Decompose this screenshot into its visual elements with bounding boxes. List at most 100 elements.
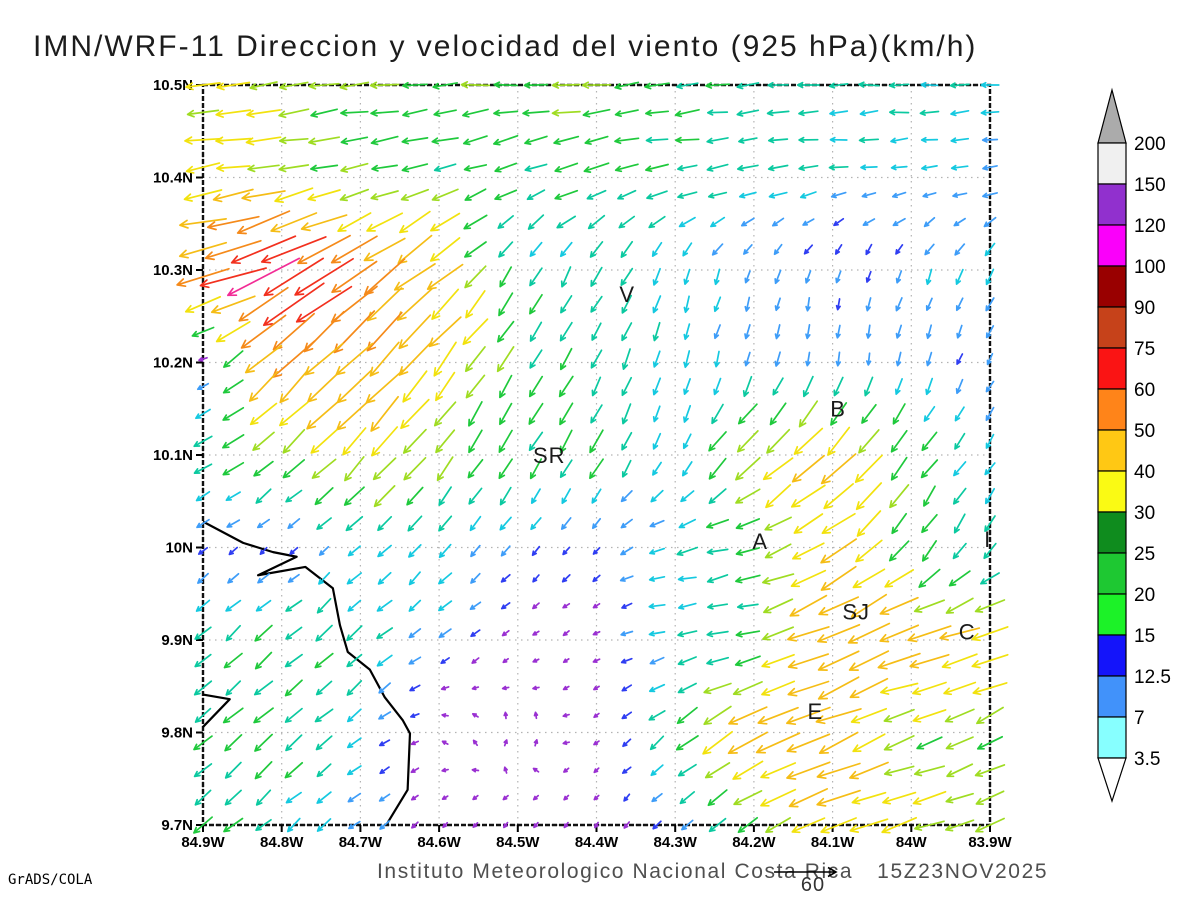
wind-arrow xyxy=(681,819,694,831)
wind-arrow xyxy=(888,82,910,89)
wind-arrow xyxy=(210,295,256,314)
colorbar-segment xyxy=(1097,511,1127,554)
wind-arrow xyxy=(340,136,369,145)
wind-arrow xyxy=(790,569,827,588)
wind-arrow xyxy=(345,515,364,532)
wind-arrow xyxy=(735,488,761,504)
wind-arrow xyxy=(373,485,396,508)
wind-arrow xyxy=(621,684,633,692)
wind-arrow xyxy=(707,603,729,610)
wind-arrow xyxy=(216,163,251,172)
wind-arrow xyxy=(652,820,662,830)
wind-arrow xyxy=(862,218,876,226)
wind-arrow xyxy=(215,109,252,118)
wind-arrow xyxy=(891,191,907,199)
wind-arrow xyxy=(835,324,841,339)
wind-arrow xyxy=(366,311,403,352)
wind-arrow xyxy=(468,401,483,427)
wind-arrow xyxy=(920,81,939,88)
wind-arrow xyxy=(255,789,272,806)
wind-arrow xyxy=(744,296,751,312)
wind-arrow xyxy=(889,484,910,509)
wind-arrow xyxy=(562,740,571,746)
wind-arrow xyxy=(793,427,824,455)
page-title: IMN/WRF-11 Direccion y velocidad del vie… xyxy=(33,30,978,63)
wind-arrow xyxy=(340,109,369,117)
wind-arrow xyxy=(788,788,829,808)
x-tick-label: 83.9W xyxy=(968,834,1012,851)
wind-arrow xyxy=(197,572,209,584)
wind-arrow xyxy=(279,81,309,91)
wind-arrow xyxy=(528,402,544,425)
wind-arrow xyxy=(435,429,456,454)
wind-arrow xyxy=(805,296,811,312)
wind-arrow xyxy=(683,378,691,395)
wind-arrow xyxy=(650,489,664,503)
wind-arrow xyxy=(760,788,797,807)
wind-arrow xyxy=(732,760,764,780)
wind-arrow xyxy=(438,600,453,612)
wind-arrow xyxy=(499,486,512,506)
wind-arrow xyxy=(652,405,661,423)
wind-arrow xyxy=(462,108,489,118)
wind-arrow xyxy=(270,212,318,233)
wind-arrow xyxy=(955,297,964,312)
wind-arrow xyxy=(377,544,392,558)
wind-arrow xyxy=(401,163,429,173)
wind-arrow xyxy=(734,655,761,667)
wind-arrow xyxy=(925,268,933,286)
wind-arrow xyxy=(648,603,666,610)
wind-arrow xyxy=(563,821,569,829)
wind-arrow xyxy=(895,351,902,367)
wind-arrow xyxy=(297,234,351,265)
wind-arrow xyxy=(503,739,508,747)
wind-arrow xyxy=(682,433,692,450)
colorbar-segment xyxy=(1097,224,1127,267)
wind-arrow xyxy=(803,244,814,255)
wind-arrow xyxy=(529,321,543,342)
wind-arrow xyxy=(921,513,938,534)
wind-arrow xyxy=(786,761,831,780)
wind-arrow xyxy=(472,822,479,828)
wind-arrow xyxy=(197,546,209,555)
y-tick-label: 10.2N xyxy=(153,355,193,372)
wind-arrow xyxy=(441,767,449,773)
wind-arrow xyxy=(767,164,789,172)
colorbar-segment xyxy=(1097,347,1127,390)
wind-arrow xyxy=(622,738,632,748)
wind-arrow xyxy=(282,428,306,454)
wind-arrow xyxy=(982,192,998,199)
wind-arrow xyxy=(252,431,275,451)
wind-arrow xyxy=(225,680,242,696)
wind-arrow xyxy=(316,818,332,832)
wind-arrow xyxy=(559,459,573,479)
wind-arrow xyxy=(706,574,729,584)
wind-arrow xyxy=(945,792,974,804)
wind-arrow xyxy=(339,188,370,202)
wind-arrow xyxy=(438,628,452,639)
wind-arrow xyxy=(820,817,857,834)
wind-arrow xyxy=(363,237,406,262)
wind-arrow xyxy=(503,766,508,774)
wind-arrow xyxy=(877,652,921,670)
wind-arrow xyxy=(400,188,430,202)
x-tick-label: 84W xyxy=(896,834,928,851)
wind-arrow xyxy=(471,713,479,718)
colorbar-segment xyxy=(1097,675,1127,718)
wind-arrow xyxy=(706,630,729,638)
wind-arrow xyxy=(879,624,920,643)
wind-arrow xyxy=(948,570,971,587)
wind-arrow xyxy=(282,459,306,479)
wind-arrow xyxy=(193,435,213,448)
wind-arrow xyxy=(763,598,794,614)
wind-arrow xyxy=(593,685,600,691)
wind-arrow xyxy=(735,574,761,584)
wind-arrow xyxy=(431,288,460,320)
wind-arrow xyxy=(980,572,1000,585)
wind-arrow xyxy=(590,266,603,287)
wind-arrow xyxy=(255,818,272,832)
wind-arrow xyxy=(318,571,331,585)
wind-arrow xyxy=(314,708,334,723)
wind-arrow xyxy=(370,395,399,432)
wind-arrow xyxy=(592,630,601,636)
